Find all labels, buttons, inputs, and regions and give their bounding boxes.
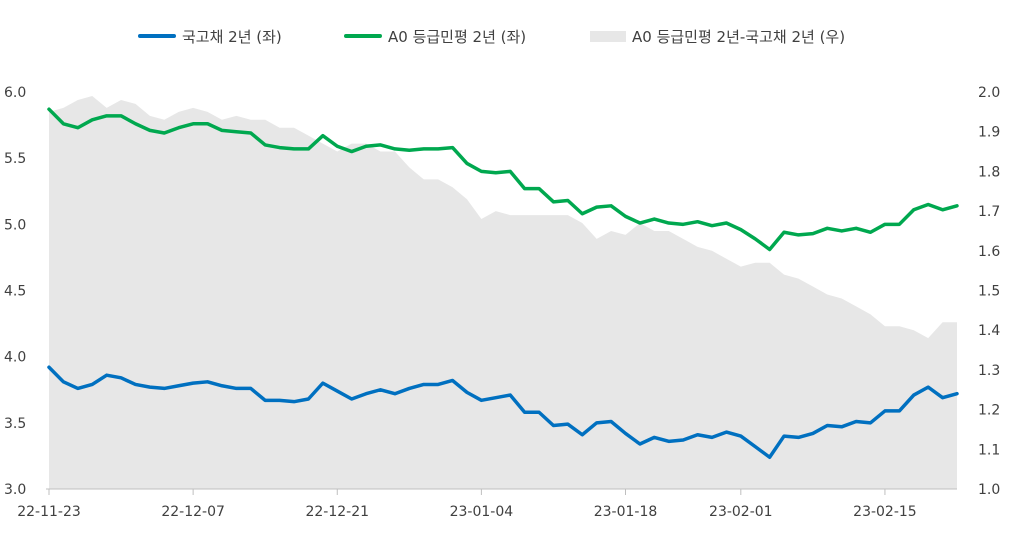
legend-label-ktb-2y: 국고채 2년 (좌) bbox=[182, 27, 282, 46]
y-right-tick-label: 1.8 bbox=[978, 164, 1000, 180]
x-tick-label: 23-01-18 bbox=[594, 504, 658, 520]
spread-area bbox=[49, 95, 957, 489]
legend-item-ktb-2y: 국고채 2년 (좌) bbox=[138, 24, 282, 48]
legend-swatch-spread bbox=[590, 30, 626, 42]
y-left-tick-label: 3.0 bbox=[4, 482, 26, 498]
x-tick-label: 22-11-23 bbox=[17, 504, 81, 520]
series-line-ktb-2y bbox=[47, 365, 959, 459]
legend-label-a0-2y: A0 등급민평 2년 (좌) bbox=[388, 27, 527, 46]
line-layer bbox=[47, 107, 959, 459]
x-tick-label: 22-12-07 bbox=[161, 504, 225, 520]
x-tick-label: 22-12-21 bbox=[305, 504, 369, 520]
y-right-tick-label: 1.2 bbox=[978, 403, 1000, 419]
y-right-tick-label: 1.7 bbox=[978, 204, 1000, 220]
legend-item-spread: A0 등급민평 2년-국고채 2년 (우) bbox=[590, 24, 845, 48]
legend-item-a0-2y: A0 등급민평 2년 (좌) bbox=[344, 24, 526, 48]
legend-swatch-a0-2y bbox=[344, 34, 382, 38]
y-right-tick-label: 1.4 bbox=[978, 323, 1000, 339]
x-tick-label: 23-01-04 bbox=[450, 504, 514, 520]
x-tick-label: 23-02-15 bbox=[853, 504, 917, 520]
y-right-tick-label: 1.0 bbox=[978, 482, 1000, 498]
y-right-tick-label: 1.6 bbox=[978, 244, 1000, 260]
x-tick-label: 23-02-01 bbox=[709, 504, 773, 520]
y-right-tick-label: 1.9 bbox=[978, 125, 1000, 141]
legend-label-spread: A0 등급민평 2년-국고채 2년 (우) bbox=[632, 27, 846, 46]
y-left-tick-label: 5.0 bbox=[4, 217, 26, 233]
y-right-tick-label: 2.0 bbox=[978, 85, 1000, 101]
series-line-a0-2y bbox=[47, 107, 959, 252]
y-right-tick-label: 1.1 bbox=[978, 442, 1000, 458]
y-left-tick-label: 3.5 bbox=[4, 416, 26, 432]
y-right-tick-label: 1.3 bbox=[978, 363, 1000, 379]
y-left-tick-label: 6.0 bbox=[4, 85, 26, 101]
legend-swatch-ktb-2y bbox=[138, 34, 176, 38]
axis-layer: 22-11-23 22-12-07 22-12-21 23-01-04 23-01-18… bbox=[4, 85, 1000, 520]
legend: 국고채 2년 (좌) A0 등급민평 2년 (좌) A0 등급민평 2년-국고채… bbox=[0, 24, 1011, 48]
spread-area-layer bbox=[49, 95, 957, 489]
y-left-tick-label: 4.0 bbox=[4, 350, 26, 366]
y-right-tick-label: 1.5 bbox=[978, 284, 1000, 300]
y-left-tick-label: 4.5 bbox=[4, 284, 26, 300]
y-left-tick-label: 5.5 bbox=[4, 151, 26, 167]
